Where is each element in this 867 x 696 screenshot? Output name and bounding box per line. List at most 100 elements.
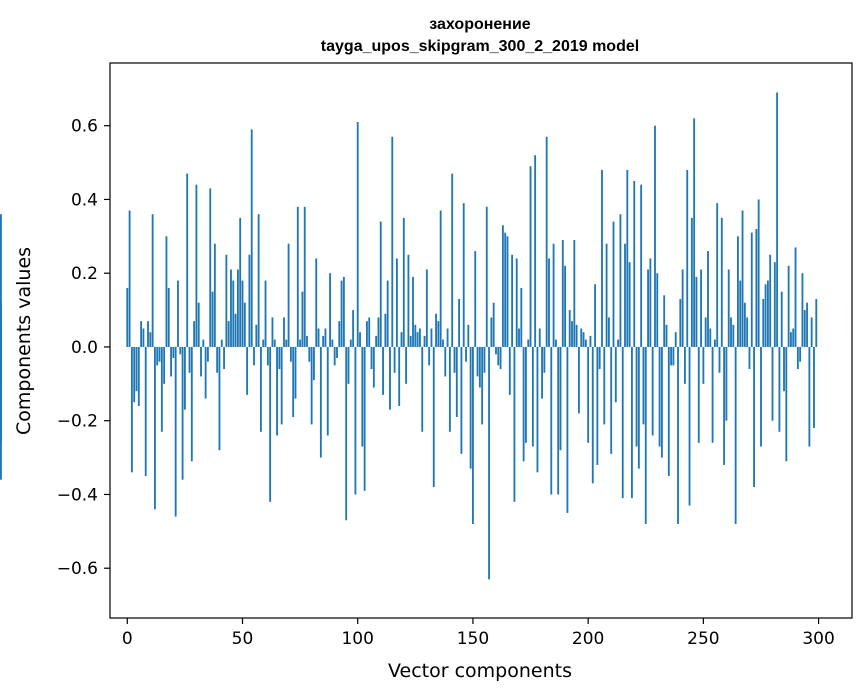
chart-subtitle: tayga_upos_skipgram_300_2_2019 model [321, 38, 639, 55]
bar [271, 317, 274, 347]
bar [458, 299, 461, 347]
bar [0, 214, 2, 347]
bar [697, 346, 700, 443]
bar [421, 346, 424, 432]
bar [543, 346, 546, 373]
bar [488, 346, 490, 580]
bar [416, 332, 419, 347]
bar [144, 346, 147, 477]
bar [794, 247, 797, 347]
bar [637, 346, 640, 469]
bar [183, 346, 186, 410]
bar [568, 310, 571, 347]
bar [760, 346, 762, 447]
bar [204, 346, 207, 399]
y-axis-ticks: −0.6 −0.4 −0.2 0.0 0.2 0.4 0.6 [57, 117, 110, 579]
bar [289, 346, 292, 362]
bar [200, 346, 202, 377]
bar [635, 346, 638, 447]
x-axis-label: Vector components [388, 660, 572, 682]
bar [737, 236, 739, 347]
bar [349, 339, 352, 347]
bar [476, 346, 479, 377]
bar [518, 328, 520, 347]
bar [195, 184, 198, 347]
bar [644, 346, 647, 524]
bar [299, 339, 302, 347]
bar [336, 346, 338, 359]
bar [218, 346, 221, 451]
bar [386, 280, 389, 347]
bar [453, 346, 456, 373]
bar [624, 243, 626, 347]
bar [395, 258, 398, 347]
bar [808, 346, 811, 447]
bar [780, 291, 783, 347]
bar [398, 346, 401, 406]
bar [448, 346, 451, 432]
bar [435, 313, 437, 347]
bar [612, 221, 615, 347]
bar [686, 169, 689, 347]
bar [631, 346, 633, 499]
bar [391, 136, 394, 347]
bar [232, 280, 235, 347]
bar [352, 310, 355, 347]
bar [442, 339, 444, 347]
bar [764, 284, 767, 347]
bar [147, 321, 149, 347]
bar [197, 302, 200, 347]
bar [536, 346, 539, 473]
bar [294, 346, 297, 399]
bar [213, 243, 216, 347]
bar [580, 328, 583, 347]
bar [419, 328, 421, 347]
bar [156, 346, 159, 366]
bars-group [0, 92, 818, 580]
bar [324, 328, 327, 347]
bar [375, 335, 378, 347]
bar [614, 346, 617, 403]
bar [154, 346, 156, 510]
bar [308, 346, 311, 362]
bar [757, 199, 760, 347]
bar [506, 236, 509, 347]
bar [165, 236, 168, 347]
bar [209, 188, 212, 347]
bar [389, 346, 391, 410]
bar [485, 206, 488, 347]
bar [806, 302, 808, 347]
bar [810, 317, 813, 347]
chart-title: захоронение [429, 16, 531, 33]
bar [704, 317, 707, 347]
bar [663, 295, 666, 347]
bar [414, 324, 417, 347]
bar [748, 346, 751, 370]
bar [278, 346, 281, 370]
bar [405, 346, 408, 384]
bar [792, 328, 795, 347]
bar [709, 328, 712, 347]
bar [481, 346, 484, 425]
bar [223, 346, 225, 370]
bar [465, 346, 467, 362]
bar [250, 129, 253, 347]
bar [372, 346, 375, 388]
bar [647, 269, 649, 347]
x-tick-label: 0 [122, 629, 133, 649]
bar [718, 346, 721, 373]
bar [439, 210, 442, 347]
bar [538, 328, 541, 347]
bar [499, 346, 502, 370]
bar [340, 280, 343, 347]
x-axis-ticks: 0 50 100 150 200 250 300 [122, 618, 835, 649]
bar [746, 317, 749, 347]
bar [667, 346, 670, 477]
bar [137, 346, 140, 406]
bar [621, 346, 624, 499]
bar [571, 321, 573, 347]
x-tick-label: 300 [802, 629, 834, 649]
y-axis-label: Components values [13, 247, 35, 435]
bar [776, 92, 779, 347]
bar [681, 269, 684, 347]
